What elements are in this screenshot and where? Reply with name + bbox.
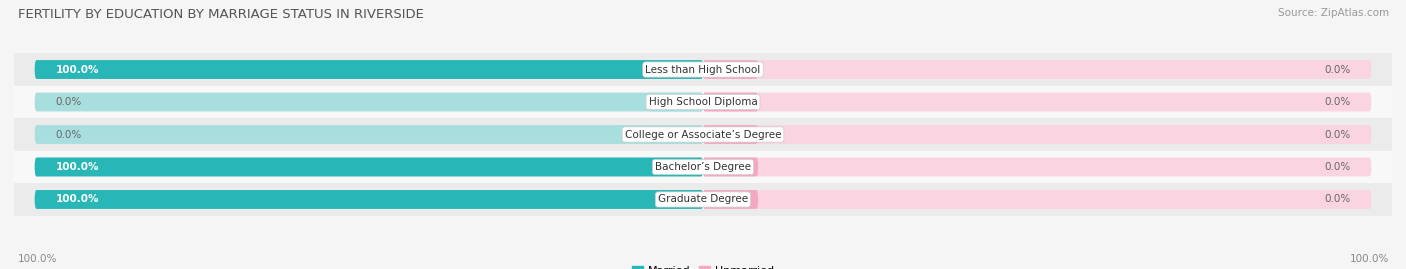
Text: 100.0%: 100.0%: [55, 162, 98, 172]
FancyBboxPatch shape: [35, 190, 703, 209]
Text: 100.0%: 100.0%: [1350, 254, 1389, 264]
Text: 0.0%: 0.0%: [1324, 194, 1351, 204]
FancyBboxPatch shape: [35, 125, 703, 144]
FancyBboxPatch shape: [703, 190, 758, 209]
FancyBboxPatch shape: [703, 60, 1371, 79]
Text: Bachelor’s Degree: Bachelor’s Degree: [655, 162, 751, 172]
FancyBboxPatch shape: [703, 125, 758, 144]
FancyBboxPatch shape: [35, 190, 703, 209]
FancyBboxPatch shape: [35, 158, 703, 176]
FancyBboxPatch shape: [35, 60, 703, 79]
FancyBboxPatch shape: [35, 60, 703, 79]
FancyBboxPatch shape: [35, 93, 703, 111]
Text: College or Associate’s Degree: College or Associate’s Degree: [624, 129, 782, 140]
Text: 0.0%: 0.0%: [1324, 162, 1351, 172]
Text: High School Diploma: High School Diploma: [648, 97, 758, 107]
Text: Less than High School: Less than High School: [645, 65, 761, 75]
FancyBboxPatch shape: [14, 183, 1392, 216]
FancyBboxPatch shape: [703, 125, 1371, 144]
Text: 0.0%: 0.0%: [1324, 97, 1351, 107]
FancyBboxPatch shape: [648, 125, 703, 144]
Text: 100.0%: 100.0%: [18, 254, 58, 264]
Text: 0.0%: 0.0%: [55, 97, 82, 107]
FancyBboxPatch shape: [703, 93, 758, 111]
FancyBboxPatch shape: [14, 151, 1392, 183]
FancyBboxPatch shape: [648, 93, 703, 111]
FancyBboxPatch shape: [703, 93, 1371, 111]
FancyBboxPatch shape: [703, 60, 758, 79]
Text: 100.0%: 100.0%: [55, 65, 98, 75]
FancyBboxPatch shape: [14, 53, 1392, 86]
Text: 0.0%: 0.0%: [1324, 65, 1351, 75]
FancyBboxPatch shape: [14, 86, 1392, 118]
Text: Source: ZipAtlas.com: Source: ZipAtlas.com: [1278, 8, 1389, 18]
Legend: Married, Unmarried: Married, Unmarried: [627, 261, 779, 269]
Text: 0.0%: 0.0%: [55, 129, 82, 140]
Text: FERTILITY BY EDUCATION BY MARRIAGE STATUS IN RIVERSIDE: FERTILITY BY EDUCATION BY MARRIAGE STATU…: [18, 8, 425, 21]
FancyBboxPatch shape: [703, 158, 1371, 176]
FancyBboxPatch shape: [35, 158, 703, 176]
Text: 100.0%: 100.0%: [55, 194, 98, 204]
FancyBboxPatch shape: [703, 190, 1371, 209]
Text: Graduate Degree: Graduate Degree: [658, 194, 748, 204]
Text: 0.0%: 0.0%: [1324, 129, 1351, 140]
FancyBboxPatch shape: [703, 158, 758, 176]
FancyBboxPatch shape: [14, 118, 1392, 151]
